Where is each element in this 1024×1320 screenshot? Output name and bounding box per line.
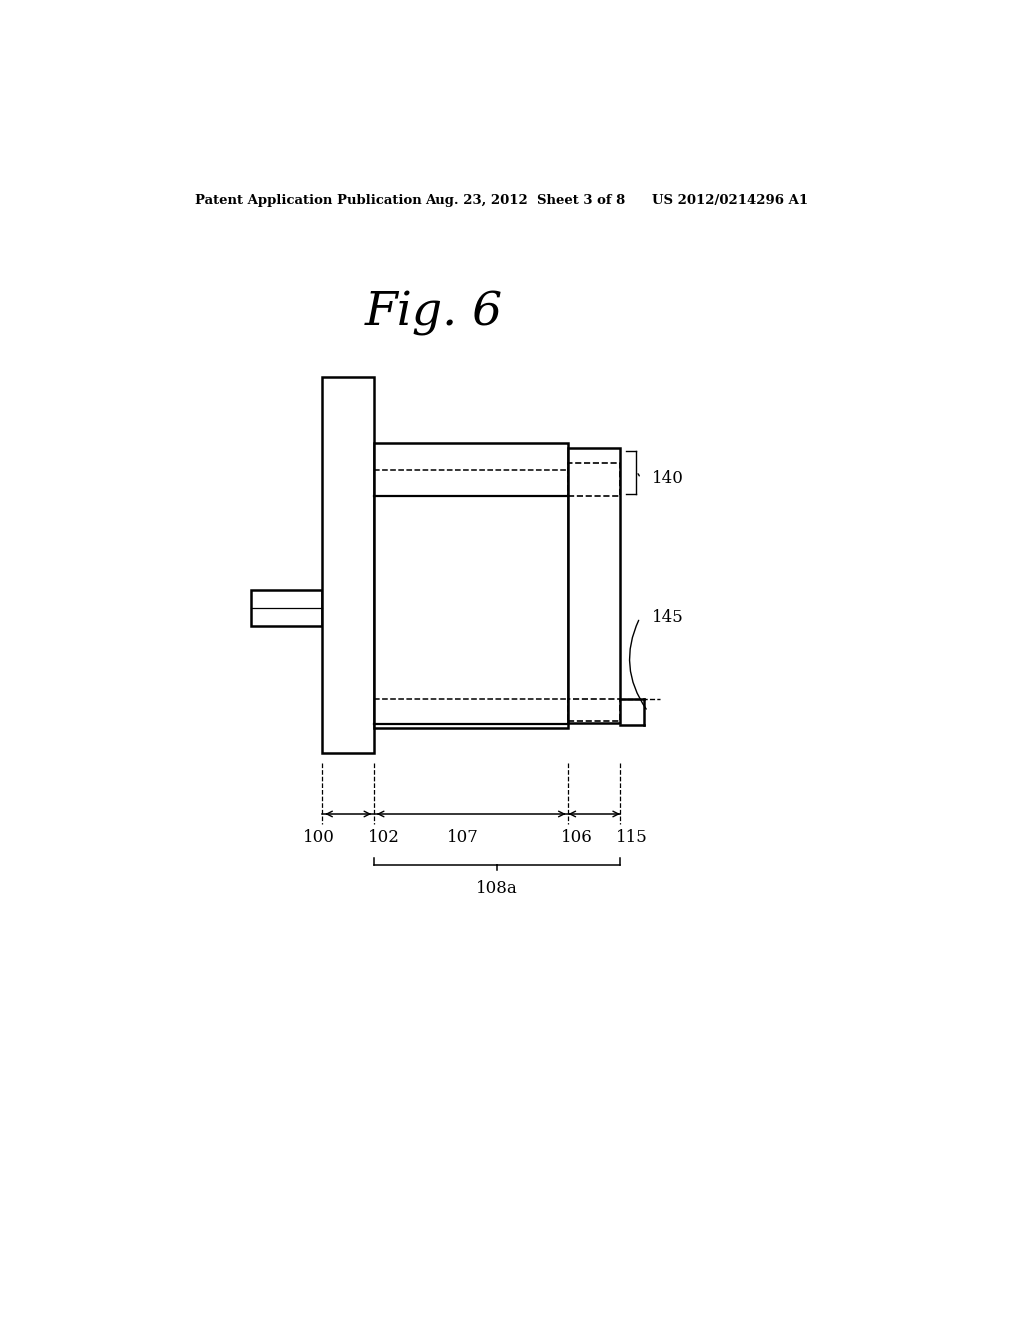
Bar — [323, 378, 374, 752]
Bar — [374, 444, 568, 727]
Text: 145: 145 — [652, 610, 684, 626]
Text: 115: 115 — [616, 829, 648, 846]
Text: 108a: 108a — [476, 880, 518, 898]
Text: 140: 140 — [652, 470, 684, 487]
Bar — [568, 700, 621, 722]
Bar — [568, 463, 621, 496]
Text: Patent Application Publication: Patent Application Publication — [196, 194, 422, 207]
Text: Fig. 6: Fig. 6 — [365, 290, 503, 335]
Text: 100: 100 — [302, 829, 335, 846]
Text: US 2012/0214296 A1: US 2012/0214296 A1 — [652, 194, 808, 207]
Text: 102: 102 — [369, 829, 400, 846]
Bar — [251, 590, 323, 626]
Text: 107: 107 — [447, 829, 479, 846]
Text: Aug. 23, 2012  Sheet 3 of 8: Aug. 23, 2012 Sheet 3 of 8 — [426, 194, 626, 207]
Bar — [568, 447, 621, 722]
Text: 106: 106 — [560, 829, 592, 846]
